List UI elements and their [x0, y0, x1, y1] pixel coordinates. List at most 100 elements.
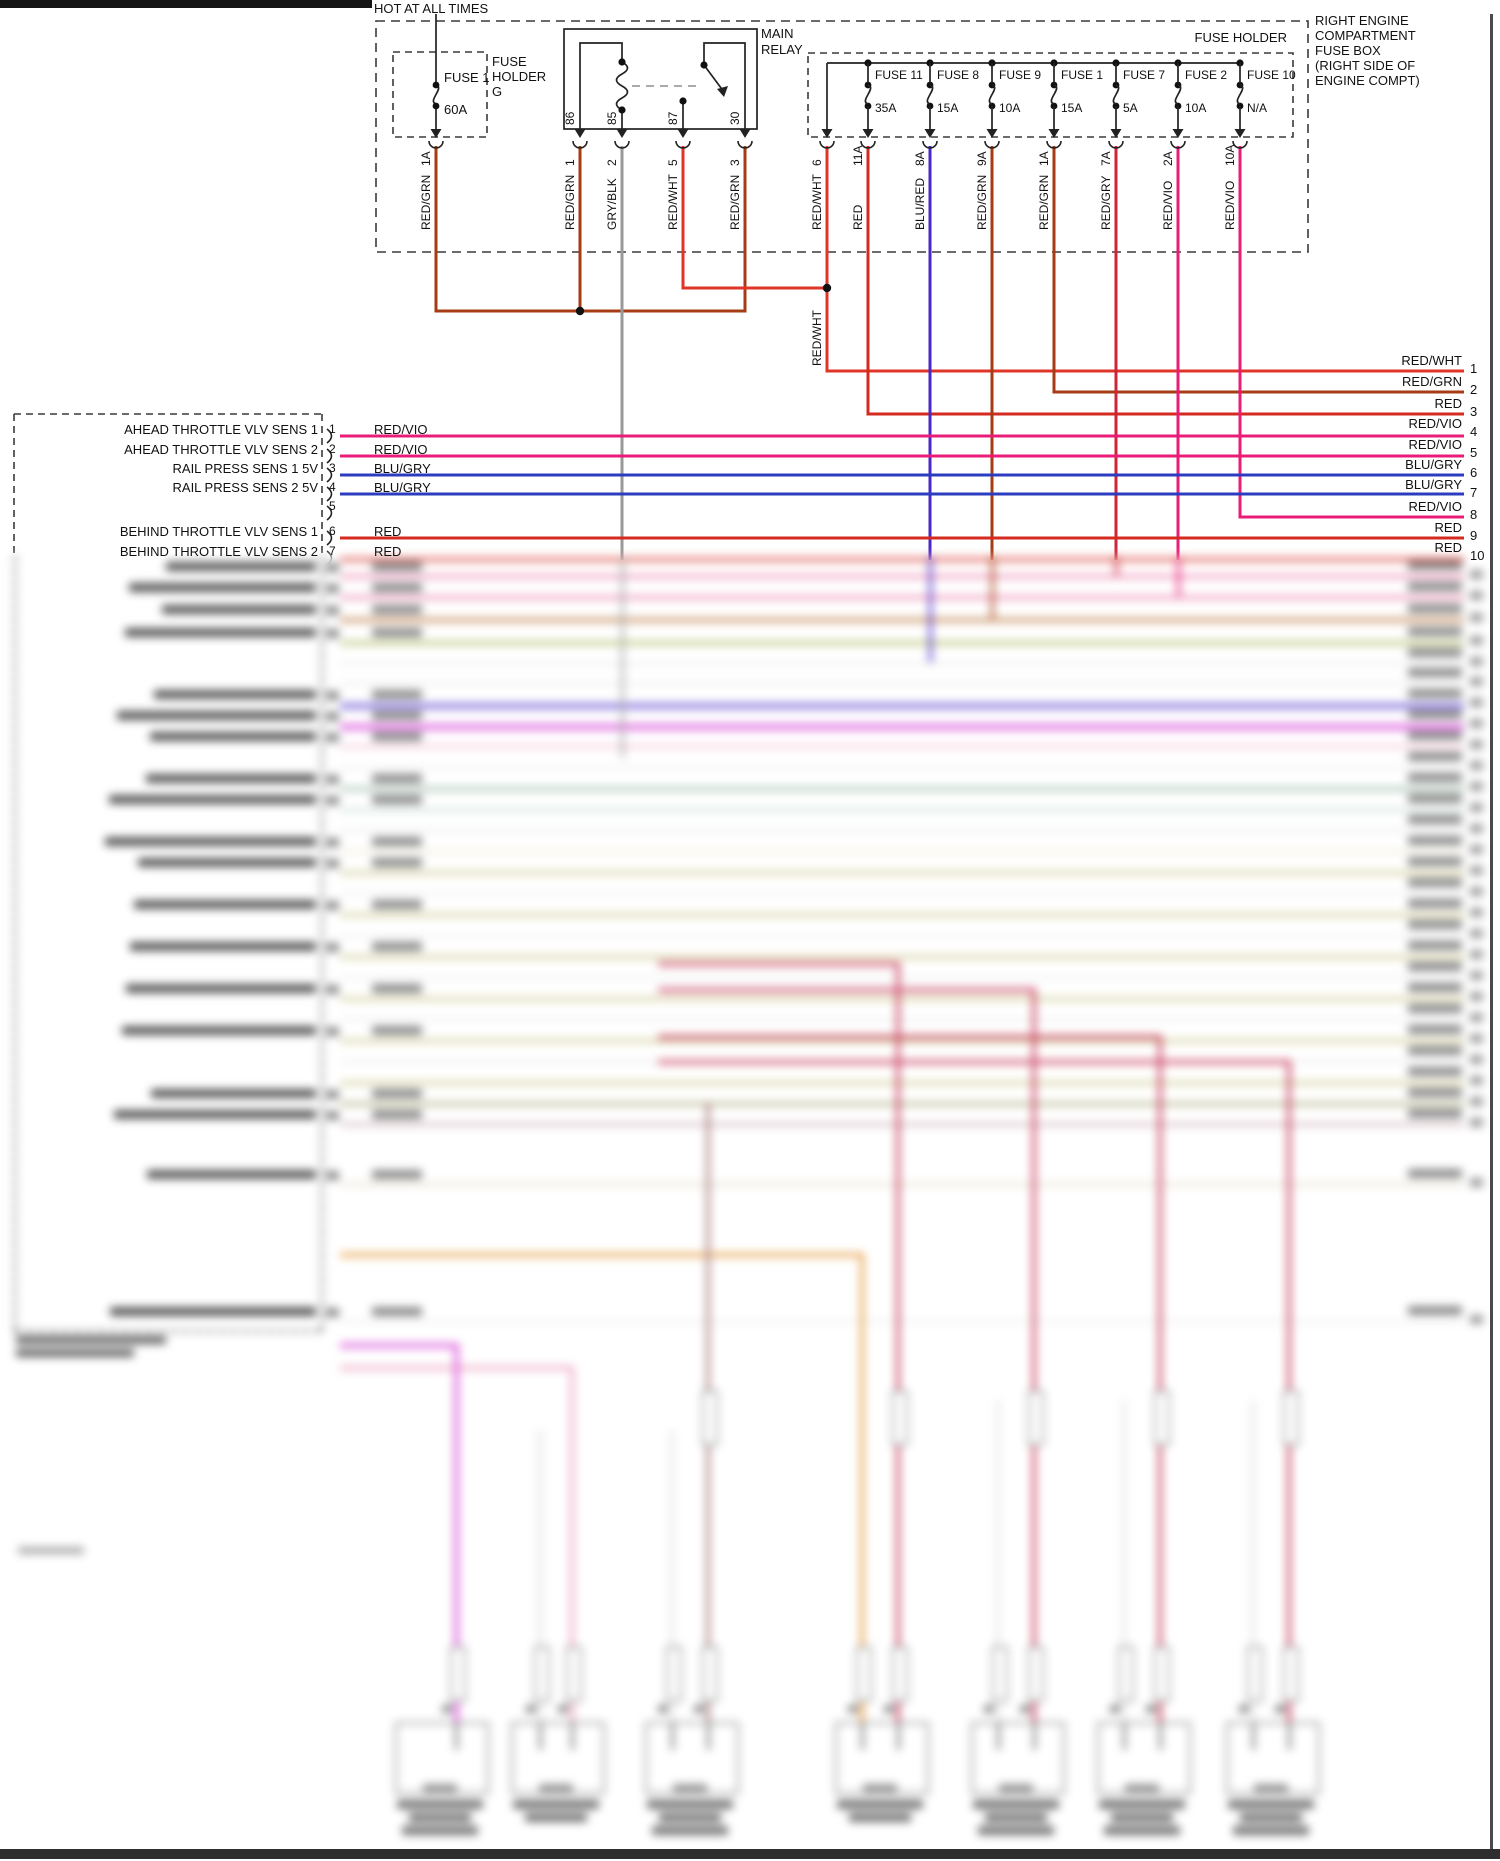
- fuse-rating: N/A: [1247, 101, 1268, 115]
- blurred-shape: [340, 682, 1464, 685]
- fuse-rating: 10A: [1185, 101, 1207, 115]
- blurred-shape: [860, 1724, 864, 1750]
- blurred-shape: [1470, 761, 1483, 770]
- blurred-shape: [134, 900, 316, 909]
- fuse-holder-g-label-3: G: [492, 84, 503, 99]
- blurred-shape: [525, 1813, 587, 1822]
- blurred-shape: [837, 1800, 923, 1809]
- blurred-shape: [16, 1336, 166, 1344]
- blurred-shape: [1176, 556, 1180, 596]
- blurred-shape: [1470, 636, 1483, 645]
- blurred-shape: [996, 1724, 1000, 1750]
- blurred-shape: [620, 556, 624, 758]
- wire-color-label: RED/VIO: [1161, 180, 1175, 230]
- blurred-shape: [1254, 1784, 1288, 1792]
- blurred-shape: [147, 1170, 316, 1179]
- ecm-pin-number: 4: [329, 480, 336, 494]
- row-color-label: RED/GRN: [1402, 374, 1462, 389]
- blurred-connector: [702, 1646, 718, 1702]
- blurred-connector: [892, 1646, 908, 1702]
- wire-pin-label: 1A: [1037, 151, 1051, 166]
- blurred-shape: [340, 976, 1464, 979]
- fuse-rating: 5A: [1123, 101, 1138, 115]
- bottom-edge-bar: [0, 1849, 1500, 1859]
- wires: [340, 146, 1464, 560]
- blurred-shape: [1470, 1034, 1483, 1043]
- blurred-shape: [340, 1081, 1464, 1085]
- blurred-shape: [658, 1705, 668, 1713]
- blurred-shape: [1251, 1400, 1255, 1722]
- blurred-connector: [971, 1722, 1065, 1794]
- blurred-shape: [896, 962, 900, 1722]
- blurred-connector: [702, 1390, 718, 1446]
- row-color-label: RED/WHT: [1401, 353, 1462, 368]
- blurred-connector: [534, 1646, 550, 1702]
- blurred-connector: [1283, 1390, 1299, 1446]
- blurred-shape: [372, 732, 422, 741]
- blurred-dash: [14, 556, 16, 1330]
- blurred-shape: [1275, 1705, 1285, 1713]
- fuse-name: FUSE 11: [875, 68, 923, 82]
- blurred-shape: [326, 1308, 339, 1317]
- row-number: 4: [1470, 424, 1478, 439]
- blurred-connector: [566, 1646, 582, 1702]
- blurred-shape: [326, 691, 339, 700]
- blurred-shape: [326, 712, 339, 721]
- ecm-wire-color: RED/VIO: [374, 442, 428, 457]
- blurred-shape: [670, 1430, 674, 1722]
- junction-dots: [432, 58, 1244, 316]
- right-border-line: [1490, 14, 1493, 1854]
- blurred-connector: [835, 1722, 929, 1794]
- blurred-shape: [340, 766, 1464, 769]
- blurred-shape: [1110, 1705, 1120, 1713]
- blurred-shape: [1408, 815, 1462, 824]
- blurred-shape: [1470, 866, 1483, 875]
- blurred-shape: [1470, 1097, 1483, 1106]
- row-color-label: RED/VIO: [1408, 437, 1462, 452]
- dashed-boxes: [13, 20, 1309, 556]
- blurred-shape: [340, 934, 1464, 937]
- blurred-dash: [321, 556, 323, 1330]
- wire-pin-label: 5: [666, 159, 680, 166]
- blurred-shape: [1239, 1705, 1249, 1713]
- blurred-shape: [340, 955, 1464, 959]
- blurred-shape: [125, 628, 316, 637]
- blurred-shape: [372, 858, 422, 867]
- blurred-shape: [326, 1090, 339, 1099]
- blurred-shape: [1470, 657, 1483, 666]
- blurred-shape: [126, 984, 316, 993]
- fuse-box-note-line: RIGHT ENGINE: [1315, 13, 1409, 28]
- wire-color-label: RED/GRN: [563, 174, 577, 230]
- blurred-shape: [372, 774, 422, 783]
- wire-pin-label: 6: [810, 159, 824, 166]
- blurred-shape: [539, 1784, 573, 1792]
- blurred-shape: [326, 859, 339, 868]
- blurred-shape: [340, 745, 1464, 748]
- blurred-shape: [162, 605, 316, 614]
- blurred-shape: [151, 1089, 316, 1098]
- blurred-connector: [1028, 1390, 1044, 1446]
- fuse-name: FUSE 1: [1061, 68, 1104, 82]
- fuse-holder-label: FUSE HOLDER: [1194, 30, 1287, 45]
- fuse-name: FUSE 9: [999, 68, 1042, 82]
- blurred-section: [0, 556, 1500, 1861]
- blurred-shape: [1470, 845, 1483, 854]
- blurred-shape: [114, 1110, 316, 1119]
- blurred-shape: [1146, 1705, 1156, 1713]
- blurred-shape: [340, 1102, 1464, 1106]
- blurred-shape: [146, 774, 316, 783]
- blurred-shape: [1228, 1800, 1314, 1809]
- blurred-connector: [1247, 1646, 1263, 1702]
- blurred-shape: [150, 732, 316, 741]
- ecm-pin-label: BEHIND THROTTLE VLV SENS 1: [119, 524, 318, 539]
- row-number: 3: [1470, 404, 1478, 419]
- blurred-shape: [340, 829, 1464, 832]
- blurred-shape: [340, 808, 1464, 812]
- blurred-shape: [340, 641, 1464, 645]
- blurred-shape: [673, 1784, 707, 1792]
- blurred-shape: [1408, 794, 1462, 803]
- blurred-shape: [1408, 561, 1462, 570]
- wire-color-label: RED/WHT: [666, 174, 680, 230]
- blurred-connector: [645, 1722, 739, 1794]
